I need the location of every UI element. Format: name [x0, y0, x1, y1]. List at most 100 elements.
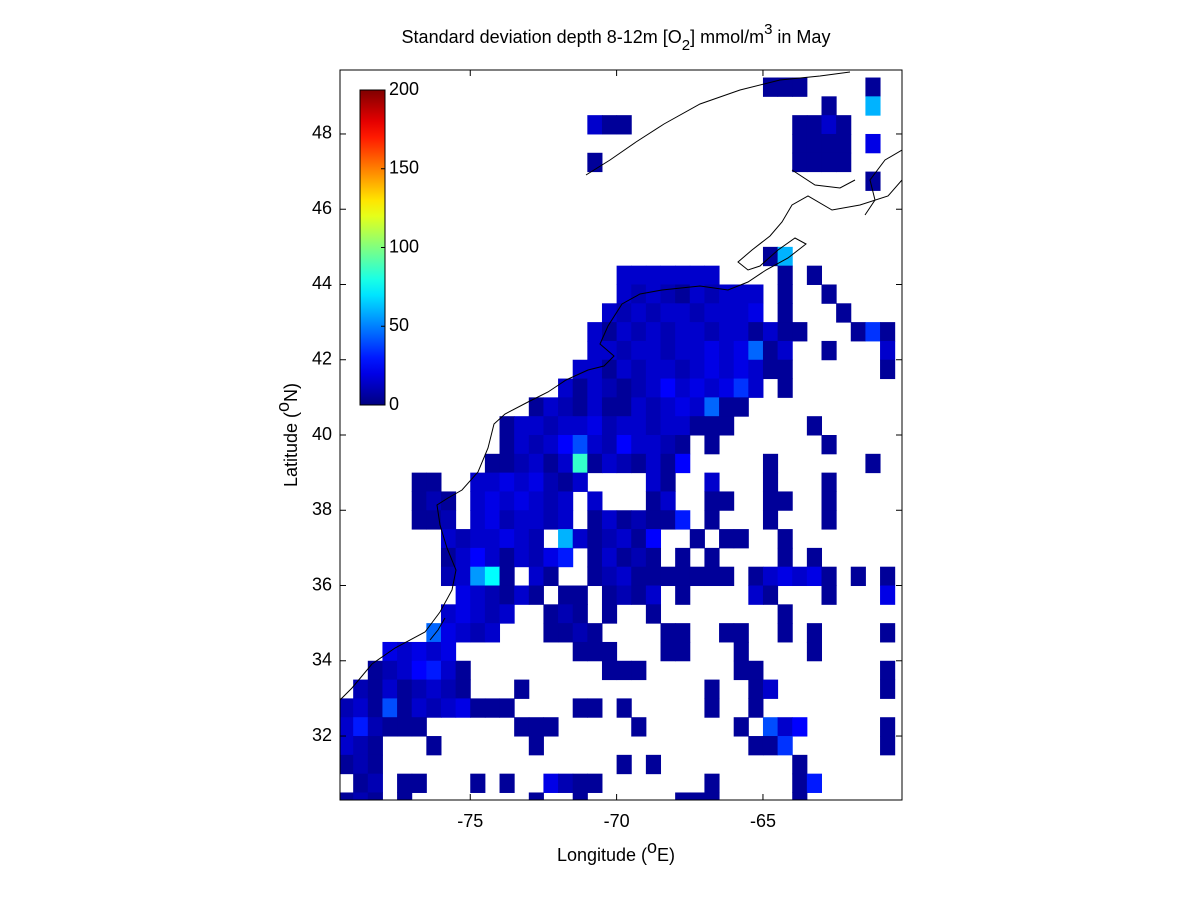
cell [616, 303, 632, 323]
cell [572, 792, 588, 800]
cell [675, 322, 691, 342]
cell [660, 303, 676, 323]
cell [587, 453, 603, 474]
cell [806, 566, 823, 587]
cell [762, 566, 779, 587]
cell [675, 547, 691, 568]
cell [484, 529, 501, 549]
cell [777, 265, 793, 285]
cell [704, 416, 720, 436]
cell [777, 529, 793, 549]
cell [558, 453, 574, 474]
cell [660, 284, 676, 304]
cell [748, 322, 764, 342]
cell [572, 623, 588, 643]
cell [528, 736, 544, 756]
title-part: ] mmol/m [690, 27, 764, 47]
cell [806, 133, 823, 154]
cell [645, 416, 662, 436]
cell [719, 623, 735, 643]
cell [470, 604, 486, 624]
cell [762, 77, 779, 97]
cell [748, 284, 764, 304]
cell [836, 133, 852, 154]
cell [587, 435, 603, 455]
cell [704, 397, 720, 417]
cell [587, 773, 603, 793]
cell [440, 491, 457, 511]
cell [367, 717, 383, 737]
cell [645, 359, 662, 380]
cell [587, 397, 603, 417]
cell [806, 152, 823, 173]
cell [353, 717, 369, 737]
cell [572, 397, 588, 417]
cell [645, 604, 662, 624]
cell [499, 773, 515, 793]
cell [601, 453, 618, 474]
colorbar-tick-label: 50 [389, 315, 409, 335]
cell [777, 566, 793, 587]
cell [689, 284, 705, 304]
cell [689, 265, 705, 285]
cell [704, 792, 720, 800]
cell [455, 566, 471, 587]
cell [689, 359, 705, 380]
cell [528, 435, 544, 455]
cell [880, 660, 896, 681]
cell [616, 529, 632, 549]
cell [499, 585, 515, 605]
cell [601, 529, 618, 549]
cell [470, 623, 486, 643]
cell [631, 660, 647, 681]
cell [426, 641, 442, 662]
cell [558, 416, 574, 436]
cell [792, 322, 808, 342]
colorbar [359, 89, 386, 406]
cell [631, 566, 647, 587]
cell [528, 416, 544, 436]
cell [748, 340, 764, 361]
cell [733, 340, 749, 361]
cell [514, 547, 530, 568]
cell [587, 623, 603, 643]
cell [733, 378, 749, 398]
cell [587, 529, 603, 549]
cell [411, 717, 427, 737]
cell [587, 491, 603, 511]
chart-title: Standard deviation depth 8-12m [O2] mmol… [402, 21, 831, 54]
cell [777, 604, 793, 624]
cell [777, 623, 793, 643]
cell [631, 416, 647, 436]
cell [601, 510, 618, 530]
y-tick-label: 48 [312, 123, 332, 143]
cell [558, 604, 574, 624]
cell [499, 453, 515, 474]
cell [821, 435, 837, 455]
cell [748, 679, 764, 699]
cell [792, 717, 808, 737]
y-tick-label: 32 [312, 725, 332, 745]
cell [704, 472, 720, 492]
cell [821, 472, 837, 492]
cell [455, 660, 471, 681]
cell [733, 397, 749, 417]
cell [528, 547, 544, 568]
colorbar-tick-label: 150 [389, 158, 419, 178]
cell [411, 641, 427, 662]
cell [601, 397, 618, 417]
cell [616, 397, 632, 417]
cell [645, 547, 662, 568]
cell [411, 773, 427, 793]
y-tick-label: 38 [312, 499, 332, 519]
cell [704, 265, 720, 285]
cell [411, 491, 427, 511]
cell [514, 510, 530, 530]
cell [543, 453, 559, 474]
cell [616, 660, 632, 681]
cell [880, 585, 896, 605]
cell [821, 115, 837, 135]
cell [719, 284, 735, 304]
cell [543, 623, 559, 643]
y-tick-label: 44 [312, 273, 332, 293]
